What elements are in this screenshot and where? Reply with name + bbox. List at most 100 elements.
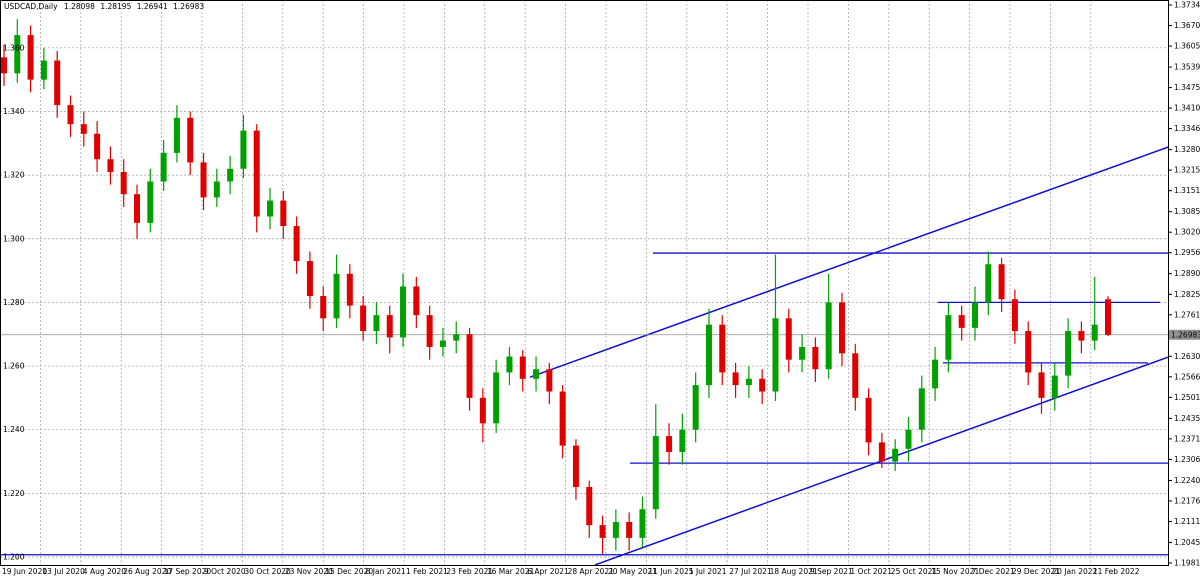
candle-body bbox=[40, 60, 47, 80]
x-tick-label: 11 Jun 2021 bbox=[648, 567, 693, 576]
last-close: 1.26983 bbox=[173, 2, 204, 11]
candle-body bbox=[213, 181, 220, 198]
x-tick-label: 1 Feb 2021 bbox=[406, 567, 448, 576]
candle-body bbox=[94, 133, 101, 160]
candle-body bbox=[852, 353, 859, 398]
candle-body bbox=[360, 305, 367, 332]
y-tick-label: 1.26306 bbox=[1174, 352, 1200, 361]
level-label: 1.240 bbox=[3, 425, 25, 434]
candle-body bbox=[865, 397, 872, 443]
candle-body bbox=[240, 130, 247, 169]
candle-body bbox=[918, 388, 925, 430]
level-label: 1.200 bbox=[3, 552, 25, 561]
candle-body bbox=[799, 346, 806, 360]
candle-body bbox=[679, 429, 686, 452]
candle-body bbox=[479, 397, 486, 424]
y-tick-label: 1.20456 bbox=[1174, 538, 1200, 547]
x-tick-label: 23 Feb 2021 bbox=[446, 567, 493, 576]
candle-body bbox=[812, 346, 819, 370]
candle-body bbox=[559, 391, 566, 446]
x-tick-label: 5 Jul 2021 bbox=[689, 567, 727, 576]
y-tick-label: 1.22406 bbox=[1174, 476, 1200, 485]
candle-body bbox=[905, 429, 912, 449]
candle-body bbox=[945, 315, 952, 360]
candle-body bbox=[147, 181, 154, 223]
candle-body bbox=[253, 130, 260, 217]
level-label: 1.320 bbox=[3, 171, 25, 180]
candle-body bbox=[173, 117, 180, 153]
candle-body bbox=[1078, 331, 1085, 341]
candle-body bbox=[439, 340, 446, 347]
candle-body bbox=[1091, 324, 1098, 341]
candle-body bbox=[293, 226, 300, 262]
candle-body bbox=[932, 359, 939, 389]
candle-body bbox=[1038, 372, 1045, 398]
x-tick-label: 20 May 2021 bbox=[608, 567, 657, 576]
level-label: 1.300 bbox=[3, 234, 25, 243]
level-label: 1.340 bbox=[3, 107, 25, 116]
x-tick-label: 13 Jul 2020 bbox=[42, 567, 85, 576]
y-tick-label: 1.34106 bbox=[1174, 104, 1200, 113]
candles bbox=[1, 19, 1111, 554]
candle-body bbox=[120, 171, 127, 195]
candle-body bbox=[998, 264, 1005, 300]
level-label: 1.360 bbox=[3, 43, 25, 52]
candle-body bbox=[280, 200, 287, 227]
price-label: 1.26983 bbox=[1171, 330, 1200, 339]
candle-body bbox=[413, 286, 420, 316]
candle-body bbox=[400, 286, 407, 338]
candle-body bbox=[346, 273, 353, 306]
x-tick-label: 17 Sep 2020 bbox=[164, 567, 212, 576]
candle-body bbox=[306, 261, 313, 297]
channel-line bbox=[529, 146, 1169, 378]
candle-body bbox=[838, 302, 845, 354]
candle-body bbox=[772, 318, 779, 392]
y-tick-label: 1.37346 bbox=[1174, 1, 1200, 10]
level-label: 1.260 bbox=[3, 362, 25, 371]
candle-body bbox=[666, 436, 673, 452]
candle-body bbox=[333, 273, 340, 319]
candle-body bbox=[692, 385, 699, 430]
candle-body bbox=[586, 486, 593, 526]
x-tick-label: 1 Oct 2021 bbox=[850, 567, 892, 576]
candle-body bbox=[759, 378, 766, 392]
x-tick-label: 15 Nov 2021 bbox=[931, 567, 979, 576]
candle-body bbox=[612, 521, 619, 538]
candle-body bbox=[785, 318, 792, 360]
candle-body bbox=[267, 200, 274, 217]
x-tick-label: 15 Dec 2020 bbox=[325, 567, 373, 576]
candle-body bbox=[958, 315, 965, 328]
x-tick-label: 26 Aug 2020 bbox=[123, 567, 171, 576]
candle-body bbox=[466, 334, 473, 398]
candle-body bbox=[134, 194, 141, 223]
x-tick-label: 8 Jan 2021 bbox=[366, 567, 406, 576]
candle-body bbox=[626, 521, 633, 538]
candle-body bbox=[54, 60, 61, 106]
candle-body bbox=[1011, 299, 1018, 332]
candle-body bbox=[985, 264, 992, 303]
x-tick-label: 7 Dec 2021 bbox=[972, 567, 1015, 576]
candle-body bbox=[426, 315, 433, 347]
candle-body bbox=[386, 315, 393, 338]
candle-body bbox=[107, 159, 114, 172]
x-tick-label: 28 Apr 2021 bbox=[568, 567, 615, 576]
plot-frame bbox=[0, 0, 1169, 566]
candle-body bbox=[1065, 331, 1072, 376]
x-tick-label: 4 Aug 2020 bbox=[83, 567, 126, 576]
candle-body bbox=[506, 356, 513, 373]
y-tick-label: 1.21116 bbox=[1174, 517, 1200, 526]
candle-body bbox=[373, 315, 380, 332]
candle-body bbox=[80, 124, 87, 134]
symbol: USDCAD,Daily bbox=[4, 2, 58, 11]
candle-body bbox=[1051, 375, 1058, 398]
